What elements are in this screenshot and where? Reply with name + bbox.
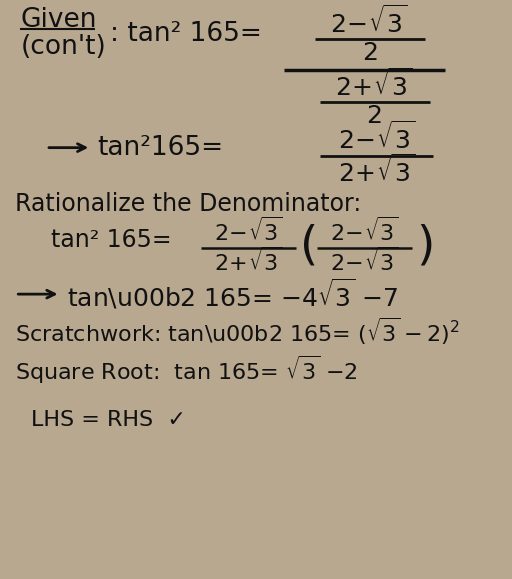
Text: LHS = RHS  ✓: LHS = RHS ✓ xyxy=(31,410,186,430)
Text: $2\!-\!\sqrt{3}$: $2\!-\!\sqrt{3}$ xyxy=(330,217,399,245)
Text: tan²165=: tan²165= xyxy=(97,135,223,160)
Text: ): ) xyxy=(416,223,434,269)
Text: $2\!+\!\sqrt{3}$: $2\!+\!\sqrt{3}$ xyxy=(335,68,412,101)
Text: $2\!-\!\sqrt{3}$: $2\!-\!\sqrt{3}$ xyxy=(338,122,415,154)
Text: 2: 2 xyxy=(361,41,378,65)
Text: $2\!+\!\sqrt{3}$: $2\!+\!\sqrt{3}$ xyxy=(338,154,415,186)
Text: (con't): (con't) xyxy=(20,35,106,60)
Text: $2\!+\!\sqrt{3}$: $2\!+\!\sqrt{3}$ xyxy=(214,246,283,275)
Text: tan² 165=: tan² 165= xyxy=(51,228,172,252)
Text: $2\!-\!\sqrt{3}$: $2\!-\!\sqrt{3}$ xyxy=(330,6,407,38)
Text: Square Root:  tan 165= $\sqrt{3}$ $-2$: Square Root: tan 165= $\sqrt{3}$ $-2$ xyxy=(15,353,358,386)
Text: Scratchwork: tan\u00b2 165= $(\sqrt{3}-2)^2$: Scratchwork: tan\u00b2 165= $(\sqrt{3}-2… xyxy=(15,316,460,347)
Text: Given: Given xyxy=(20,8,97,33)
Text: 2: 2 xyxy=(366,104,382,128)
Text: $2\!-\!\sqrt{3}$: $2\!-\!\sqrt{3}$ xyxy=(330,246,399,275)
Text: (: ( xyxy=(300,223,318,269)
Text: tan\u00b2 165= $-4\sqrt{3}$ $-7$: tan\u00b2 165= $-4\sqrt{3}$ $-7$ xyxy=(67,277,398,312)
Text: $2\!-\!\sqrt{3}$: $2\!-\!\sqrt{3}$ xyxy=(214,217,283,245)
Text: : tan² 165=: : tan² 165= xyxy=(110,21,262,46)
Text: Rationalize the Denominator:: Rationalize the Denominator: xyxy=(15,192,361,216)
